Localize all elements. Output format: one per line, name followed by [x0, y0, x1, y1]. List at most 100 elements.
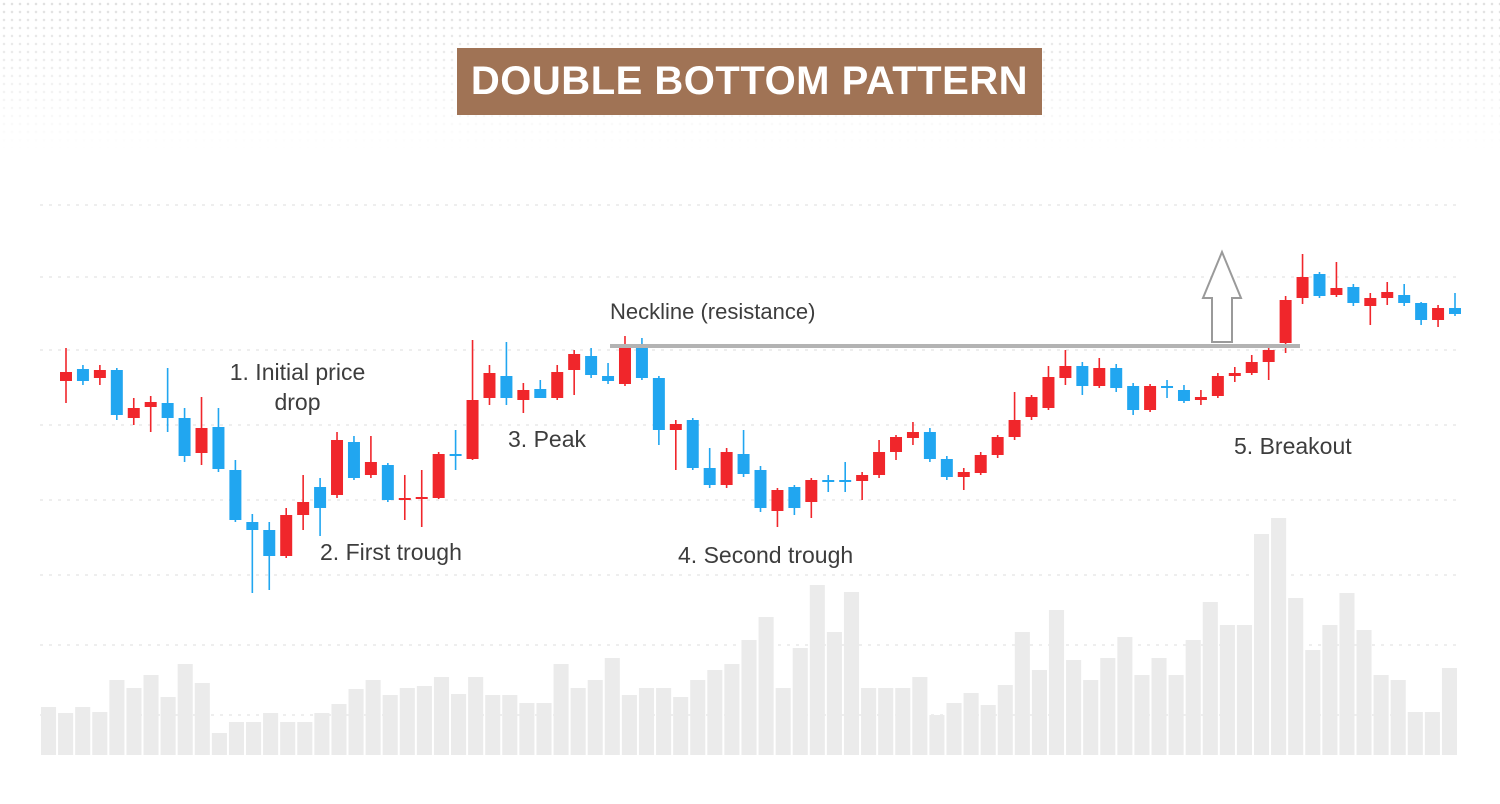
volume-bar — [160, 697, 176, 755]
volume-bar — [792, 648, 808, 755]
candle-body — [1449, 308, 1461, 314]
volume-bar — [41, 707, 57, 755]
volume-bar — [878, 688, 894, 755]
annotation: 5. Breakout — [1234, 433, 1352, 459]
volume-bar — [1322, 625, 1338, 755]
volume-bar — [826, 632, 842, 755]
volume-bar — [1390, 680, 1406, 755]
candle-body — [720, 452, 733, 485]
candle-body — [1110, 368, 1123, 388]
volume-bar — [416, 686, 432, 755]
candle-body — [890, 437, 903, 452]
volume-bar — [92, 712, 108, 755]
volume-bar — [1373, 675, 1389, 755]
candle-body — [856, 475, 869, 481]
candle-body — [1245, 362, 1258, 373]
candle-body — [195, 428, 208, 453]
volume-bar — [1202, 602, 1218, 755]
candle-body — [974, 455, 987, 473]
volume-bar — [143, 675, 159, 755]
volume-bar — [912, 677, 928, 755]
candle-body — [1330, 288, 1343, 295]
volume-bar — [228, 722, 245, 755]
annotation: 1. Initial price drop — [229, 359, 366, 415]
candle-body — [839, 480, 852, 482]
volume-bar — [656, 688, 672, 755]
candle-body — [1076, 366, 1089, 386]
candle-body — [127, 408, 140, 418]
candle-body — [381, 465, 394, 500]
volume-bar — [1339, 593, 1355, 755]
volume-bar — [963, 693, 979, 755]
volume-bar — [314, 713, 330, 755]
volume-bar — [553, 664, 569, 755]
candle-body — [1194, 397, 1207, 400]
volume-bar — [1083, 680, 1099, 755]
volume-bar — [399, 688, 415, 755]
volume-bar — [1048, 610, 1065, 755]
volume-bar — [382, 695, 398, 755]
volume-bar — [1407, 712, 1423, 755]
volume-bar — [1253, 534, 1270, 755]
volume-bar — [58, 713, 74, 755]
candle-body — [1313, 274, 1326, 296]
candle-body — [398, 498, 411, 500]
candle-body — [93, 370, 106, 378]
volume-bar — [929, 715, 945, 755]
candle-body — [60, 372, 72, 381]
candle-body — [246, 522, 259, 530]
volume-bar — [211, 733, 227, 755]
volume-bar — [1271, 518, 1287, 755]
volume-bar — [1117, 637, 1133, 755]
volume-bar — [263, 713, 279, 755]
volume-bar — [997, 685, 1013, 755]
volume-bar — [126, 688, 142, 755]
volume-bar — [758, 617, 774, 755]
annotation: 4. Second trough — [678, 542, 854, 568]
neckline-label: Neckline (resistance) — [610, 299, 816, 324]
volume-bar — [621, 695, 637, 755]
candle-body — [652, 378, 665, 430]
candle-body — [229, 470, 242, 520]
volume-bar — [895, 688, 911, 755]
volume-bar — [843, 592, 860, 755]
candle-body — [906, 432, 919, 438]
candle-body — [551, 372, 564, 398]
candle-body — [788, 487, 801, 508]
candle-body — [940, 459, 953, 477]
volume-bar — [297, 722, 313, 755]
volume-bar — [519, 703, 535, 755]
candle-body — [415, 497, 428, 499]
candle-body — [534, 389, 547, 398]
candle-body — [1432, 308, 1445, 320]
candle-body — [212, 427, 225, 469]
volume — [41, 518, 1457, 755]
volume-bar — [1014, 632, 1030, 755]
candle-body — [686, 420, 699, 468]
volume-bar — [1441, 668, 1457, 755]
candle-body — [635, 346, 648, 378]
volume-bar — [485, 695, 501, 755]
candle-body — [1364, 298, 1377, 306]
candle-body — [618, 346, 631, 384]
candle-body — [466, 400, 479, 459]
volume-bar — [1168, 675, 1184, 755]
candle-body — [1262, 350, 1275, 362]
candle-body — [1144, 386, 1157, 410]
volume-bar — [1031, 670, 1047, 755]
candle-body — [347, 442, 360, 478]
volume-bar — [570, 688, 586, 755]
volume-bar — [809, 585, 825, 755]
volume-bar — [1151, 658, 1167, 755]
volume-bar — [348, 689, 364, 755]
candle-body — [737, 454, 750, 474]
volume-bar — [451, 694, 467, 755]
candle-body — [280, 515, 293, 556]
candle-body — [1093, 368, 1106, 386]
candle-body — [754, 470, 767, 508]
volume-bar — [280, 722, 296, 755]
candle-body — [483, 373, 496, 398]
candle-body — [1347, 287, 1360, 303]
candle-body — [1008, 420, 1021, 437]
